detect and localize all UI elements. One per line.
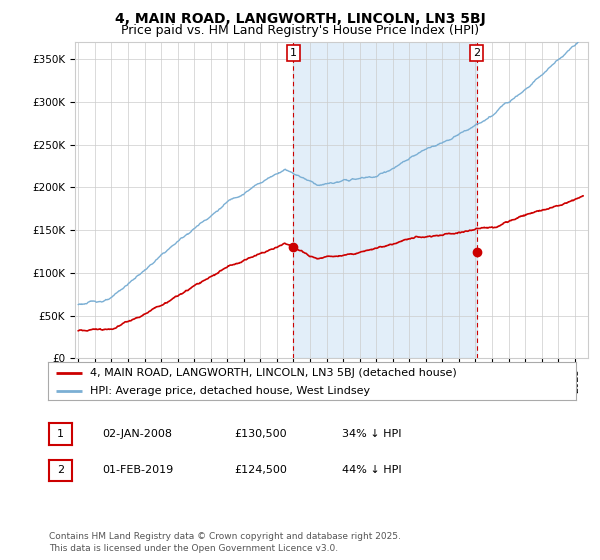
- Text: 1: 1: [290, 48, 297, 58]
- Text: 4, MAIN ROAD, LANGWORTH, LINCOLN, LN3 5BJ: 4, MAIN ROAD, LANGWORTH, LINCOLN, LN3 5B…: [115, 12, 485, 26]
- Text: 1: 1: [57, 429, 64, 439]
- Text: 34% ↓ HPI: 34% ↓ HPI: [342, 429, 401, 439]
- Text: Contains HM Land Registry data © Crown copyright and database right 2025.
This d: Contains HM Land Registry data © Crown c…: [49, 533, 401, 553]
- Text: 2: 2: [57, 465, 64, 475]
- Text: 01-FEB-2019: 01-FEB-2019: [102, 465, 173, 475]
- Text: 2: 2: [473, 48, 481, 58]
- Text: £130,500: £130,500: [234, 429, 287, 439]
- Text: 44% ↓ HPI: 44% ↓ HPI: [342, 465, 401, 475]
- Text: HPI: Average price, detached house, West Lindsey: HPI: Average price, detached house, West…: [90, 386, 370, 396]
- Text: 02-JAN-2008: 02-JAN-2008: [102, 429, 172, 439]
- Text: Price paid vs. HM Land Registry's House Price Index (HPI): Price paid vs. HM Land Registry's House …: [121, 24, 479, 36]
- Text: £124,500: £124,500: [234, 465, 287, 475]
- Text: 4, MAIN ROAD, LANGWORTH, LINCOLN, LN3 5BJ (detached house): 4, MAIN ROAD, LANGWORTH, LINCOLN, LN3 5B…: [90, 368, 457, 378]
